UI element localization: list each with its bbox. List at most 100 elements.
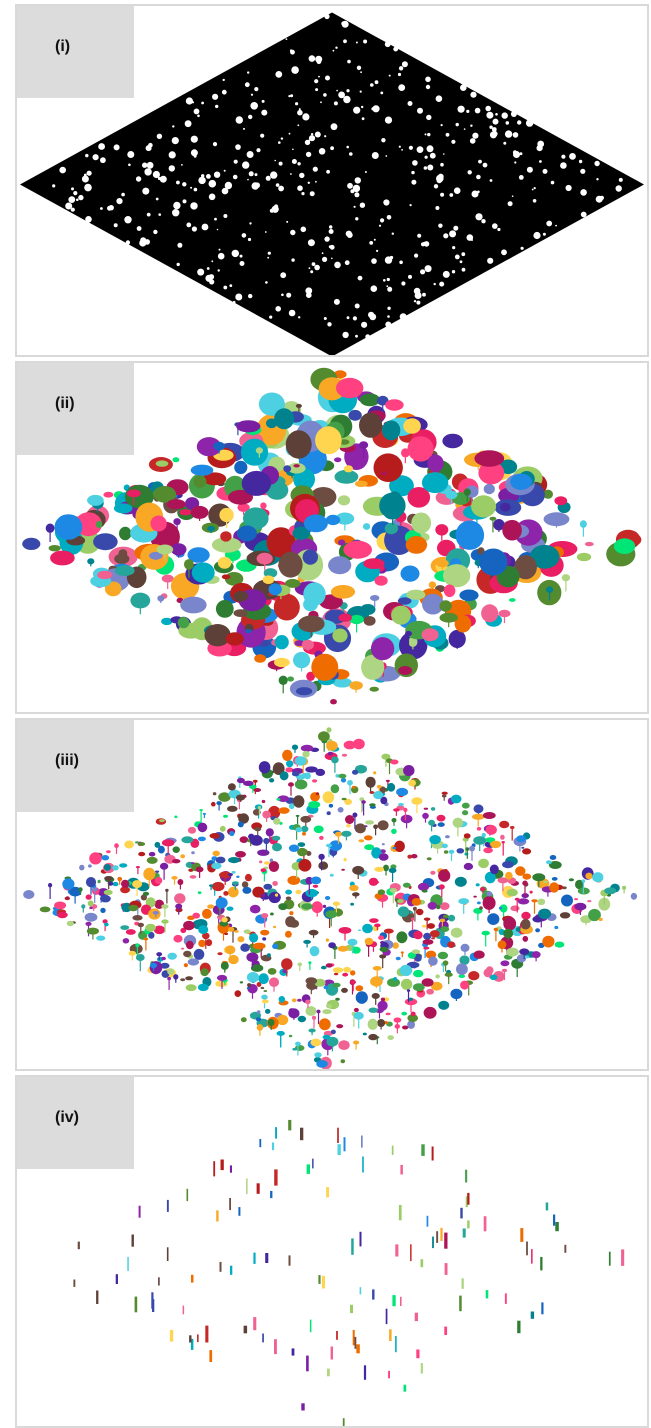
tree-stem <box>457 822 459 837</box>
tree-crown <box>581 879 586 883</box>
canopy-gap <box>182 182 187 187</box>
tree-crown <box>403 807 408 813</box>
canopy-gap <box>124 216 132 224</box>
canopy-gap <box>335 46 338 49</box>
tree-crown <box>118 549 128 558</box>
tree-stem <box>468 982 470 996</box>
canopy-gap <box>85 153 89 158</box>
canopy-gap <box>201 223 209 231</box>
tree-crown <box>193 475 207 488</box>
tree-crown <box>241 470 272 496</box>
tree-stem <box>344 930 346 941</box>
tree-crown <box>499 820 510 829</box>
canopy-gap <box>223 214 228 218</box>
tree-crown <box>293 464 300 468</box>
canopy-gap <box>352 184 361 193</box>
tree-stem <box>131 953 133 961</box>
tree-crown <box>335 512 355 525</box>
canopy-gap <box>435 206 440 210</box>
tree-stem <box>456 639 458 649</box>
tree-stem <box>119 879 121 885</box>
tree-crown <box>377 820 389 831</box>
tree-stem <box>139 600 141 615</box>
tree-crown <box>368 1033 378 1041</box>
canopy-gap <box>299 172 305 179</box>
tree-crown <box>226 906 234 911</box>
tree-stem <box>461 1278 464 1289</box>
tree-stem <box>354 815 356 829</box>
tree-crown <box>408 997 413 1001</box>
tree-stem <box>471 848 473 861</box>
tree-crown <box>246 972 260 983</box>
tree-crown <box>305 1006 317 1016</box>
tree-crown <box>294 779 308 790</box>
tree-stem <box>392 513 394 525</box>
tree-crown <box>338 613 352 622</box>
tree-crown <box>252 809 261 816</box>
tree-stem <box>507 576 509 584</box>
tree-stem <box>345 833 347 841</box>
tree-crown <box>442 914 449 919</box>
tree-crown <box>460 980 470 990</box>
tree-crown <box>227 783 236 791</box>
canopy-gap <box>594 160 600 167</box>
tree-stem <box>253 1317 257 1331</box>
tree-crown <box>243 780 254 786</box>
tree-stem <box>218 446 220 454</box>
tree-stem <box>203 813 205 818</box>
canopy-gap <box>333 298 340 305</box>
tree-stem <box>363 445 365 459</box>
canopy-gap <box>518 175 524 180</box>
tree-crown <box>234 930 239 933</box>
tree-stem <box>466 492 468 502</box>
tree-stem <box>495 929 497 942</box>
tree-stem <box>262 1333 264 1343</box>
canopy-gap <box>580 168 586 174</box>
tree-stem <box>440 1227 443 1241</box>
canopy-gap <box>267 256 270 259</box>
canopy-gap <box>361 117 365 121</box>
tree-stem <box>216 1210 219 1222</box>
tree-crown <box>266 953 271 958</box>
tree-stem <box>354 1336 357 1349</box>
tree-crown <box>296 687 313 696</box>
canopy-gap <box>466 234 474 241</box>
tree-crown <box>325 910 338 919</box>
tree-crown <box>297 1015 307 1023</box>
tree-crown <box>435 524 449 536</box>
canopy-gap <box>222 78 225 82</box>
tree-crown <box>318 731 330 742</box>
tree-crown <box>402 882 411 888</box>
tree-crown <box>427 454 444 472</box>
canopy-gap <box>288 95 291 98</box>
tree-crown <box>401 1011 408 1016</box>
tree-crown <box>263 568 278 578</box>
canopy-gap <box>214 217 217 221</box>
tree-stem <box>431 1146 434 1161</box>
tree-crown <box>481 930 490 936</box>
canopy-gap <box>271 205 279 213</box>
tree-crown <box>65 896 70 900</box>
tree-stem <box>477 816 479 827</box>
canopy-render-iv <box>73 1119 625 1426</box>
tree-stem <box>355 894 357 899</box>
tree-crown <box>132 880 143 889</box>
tree-crown <box>350 902 354 906</box>
tree-stem <box>296 827 298 840</box>
tree-stem <box>49 885 51 899</box>
canopy-gap <box>346 145 350 149</box>
tree-crown <box>263 883 273 890</box>
canopy-gap <box>308 139 310 142</box>
tree-crown <box>376 395 389 406</box>
tree-crown <box>192 912 200 919</box>
canopy-gap <box>384 41 391 48</box>
canopy-gap <box>307 181 310 184</box>
tree-crown <box>281 958 293 970</box>
tree-crown <box>311 653 339 681</box>
tree-crown <box>177 879 184 886</box>
tree-stem <box>388 931 390 941</box>
tree-crown <box>426 857 432 861</box>
tree-crown <box>185 976 194 981</box>
tree-crown <box>430 981 443 991</box>
canopy-gap <box>497 227 501 232</box>
